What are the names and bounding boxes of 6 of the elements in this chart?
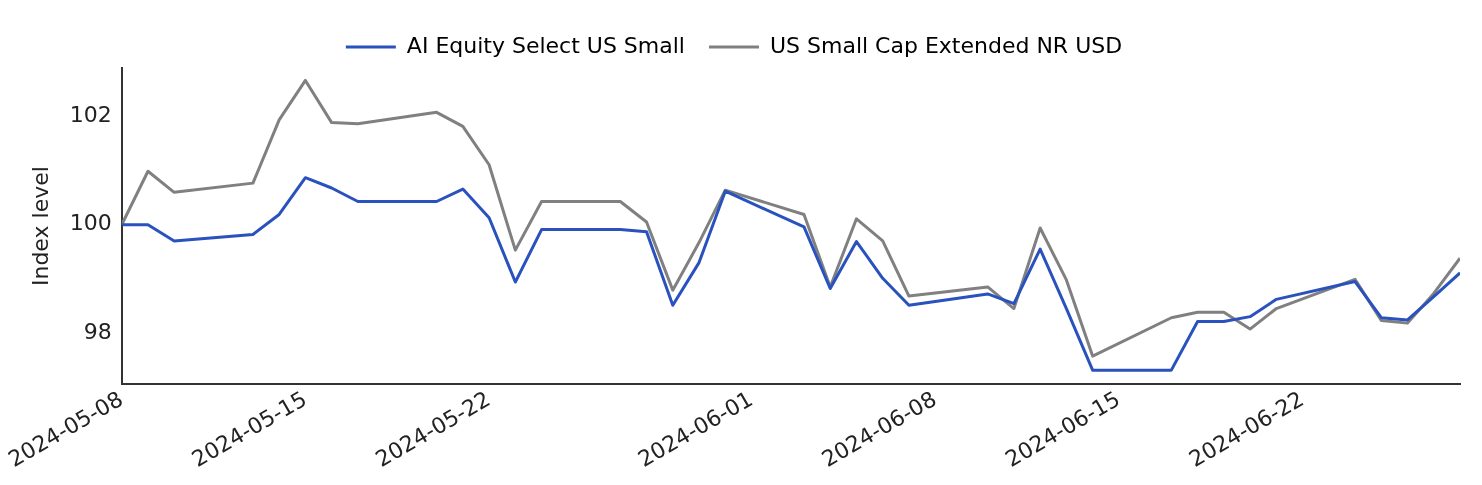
- y-tick-label: 98: [83, 318, 112, 344]
- legend-label: AI Equity Select US Small: [406, 32, 685, 58]
- y-axis-title: Index level: [28, 166, 54, 287]
- legend-label: US Small Cap Extended NR USD: [769, 32, 1123, 58]
- y-tick-label: 102: [69, 102, 112, 128]
- y-tick-label: 100: [69, 210, 112, 236]
